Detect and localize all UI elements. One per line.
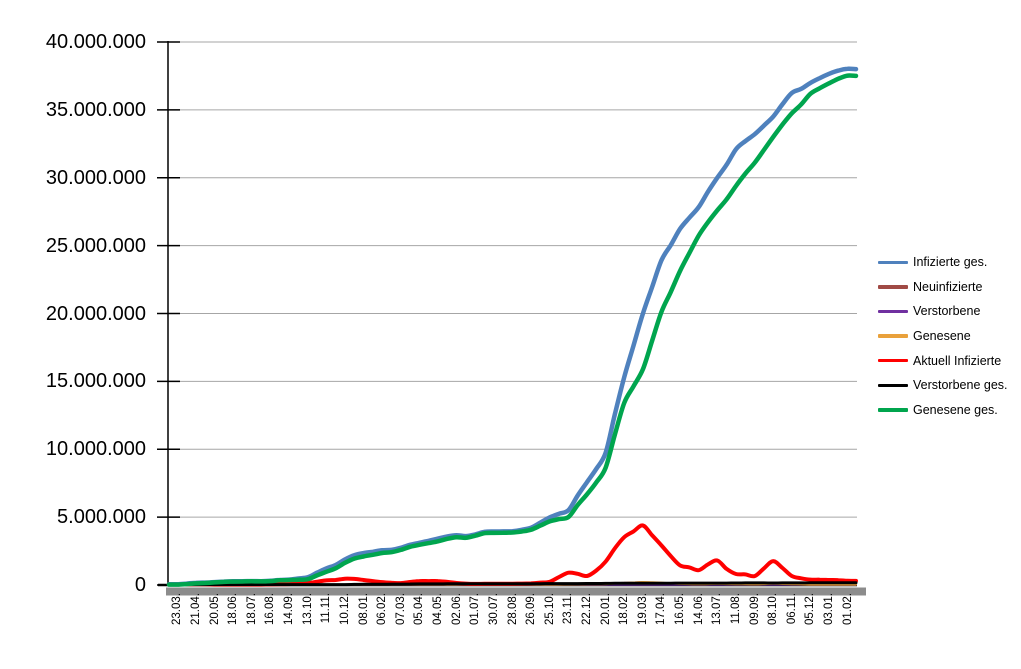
y-axis-label: 35.000.000 — [45, 98, 146, 121]
y-axis-label: 30.000.000 — [45, 166, 146, 189]
y-axis-label: 10.000.000 — [45, 438, 146, 461]
axis-shadow — [166, 587, 866, 596]
legend-item-6: Genesene ges. — [878, 398, 1008, 423]
x-axis-label: 08.10. — [767, 593, 780, 625]
legend-line-swatch — [878, 408, 908, 412]
x-axis-label: 14.09. — [283, 593, 296, 625]
x-axis-label: 19.03. — [636, 593, 649, 625]
legend-line-swatch — [878, 309, 908, 314]
x-axis-label: 20.05. — [208, 593, 221, 625]
legend-label: Neuinfizierte — [913, 279, 983, 294]
legend-label: Genesene — [913, 329, 971, 344]
x-axis-label: 23.03. — [171, 593, 184, 625]
y-axis-label: 25.000.000 — [45, 234, 146, 257]
x-axis-label: 09.09. — [748, 593, 761, 625]
x-axis-label: 07.03. — [394, 593, 407, 625]
legend-item-1: Neuinfizierte — [878, 275, 1008, 300]
x-axis-label: 22.12. — [580, 593, 593, 625]
x-axis-label: 18.02. — [618, 593, 631, 625]
series-line-0 — [166, 66, 859, 587]
x-axis-label: 10.12. — [338, 593, 351, 625]
x-axis-label: 16.05. — [674, 593, 687, 625]
y-axis-label: 5.000.000 — [57, 506, 146, 529]
x-axis-label: 05.12. — [804, 593, 817, 625]
x-axis-label: 01.07. — [469, 593, 482, 625]
x-axis-label: 08.01. — [357, 593, 370, 625]
x-axis-label: 13.10. — [301, 593, 314, 625]
series-line-5 — [167, 581, 858, 587]
x-axis-label: 25.10. — [543, 593, 556, 625]
x-axis-label: 03.01. — [823, 593, 836, 625]
x-axis-label: 01.02. — [841, 593, 854, 625]
x-axis-label: 17.04. — [655, 593, 668, 625]
legend-line-swatch — [878, 358, 908, 363]
x-axis-label: 16.08. — [264, 593, 277, 625]
legend-label: Verstorbene — [913, 304, 981, 319]
y-axis-label: 0 — [134, 574, 146, 596]
legend-item-3: Genesene — [878, 324, 1008, 349]
x-axis-label: 26.09. — [525, 593, 538, 625]
legend-item-2: Verstorbene — [878, 299, 1008, 324]
x-axis-label: 28.08. — [506, 593, 519, 625]
legend-item-4: Aktuell Infizierte — [878, 348, 1008, 373]
x-axis-label: 18.06. — [227, 593, 240, 625]
y-axis-label: 40.000.000 — [45, 31, 146, 53]
x-axis-label: 23.11. — [562, 593, 575, 625]
chart-legend: Infizierte ges. Neuinfizierte Verstorbene G… — [878, 250, 1008, 422]
y-axis-label: 15.000.000 — [45, 370, 146, 393]
x-axis-label: 06.11. — [785, 593, 798, 625]
legend-item-0: Infizierte ges. — [878, 250, 1008, 275]
x-axis-label: 14.06. — [692, 593, 705, 625]
x-axis-label: 11.11. — [320, 593, 333, 624]
legend-label: Infizierte ges. — [913, 255, 988, 270]
legend-line-swatch — [878, 285, 908, 289]
legend-label: Aktuell Infizierte — [913, 353, 1002, 368]
x-axis-label: 20.01. — [599, 593, 612, 625]
x-axis-label: 13.07. — [711, 593, 724, 625]
y-axis-label: 20.000.000 — [45, 302, 146, 325]
legend-line-swatch — [878, 383, 908, 388]
x-axis-label: 11.08. — [729, 593, 742, 625]
legend-line-swatch — [878, 334, 908, 338]
x-axis-label: 02.06. — [450, 593, 463, 625]
legend-item-5: Verstorbene ges. — [878, 373, 1008, 398]
legend-label: Verstorbene ges. — [913, 378, 1008, 393]
x-axis-label: 18.07. — [245, 593, 258, 625]
x-axis-label: 21.04. — [189, 593, 202, 625]
series-line-6 — [166, 73, 859, 587]
x-axis-label: 30.07. — [487, 593, 500, 625]
legend-line-swatch — [878, 260, 908, 265]
x-axis-label: 06.02. — [376, 593, 389, 625]
x-axis-label: 05.04. — [413, 593, 426, 625]
x-axis-label: 04.05. — [432, 593, 444, 625]
legend-label: Genesene ges. — [913, 402, 998, 417]
